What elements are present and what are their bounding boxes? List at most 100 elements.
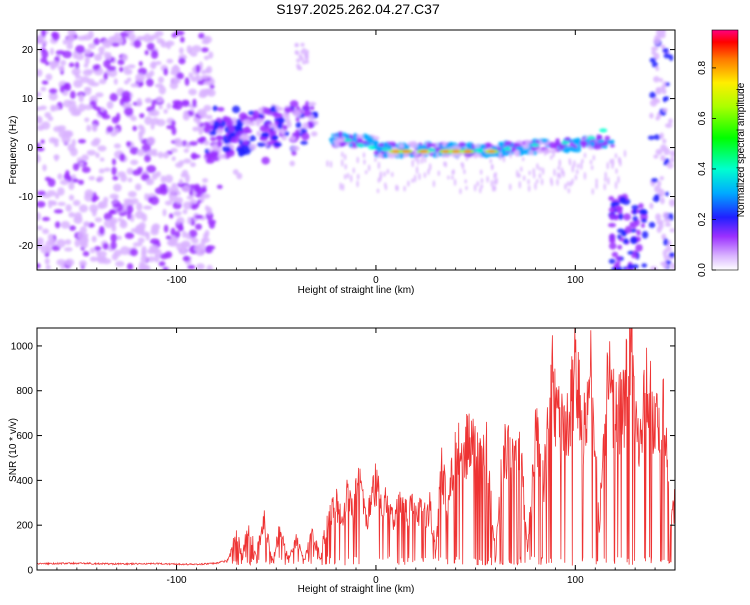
- spectrogram-cell: [103, 212, 113, 221]
- spectrogram-cell: [668, 118, 673, 124]
- spectrogram-cell: [182, 255, 190, 262]
- spectrogram-cell: [479, 187, 482, 194]
- spectrogram-cell: [437, 170, 441, 177]
- spectrogram-cell: [617, 244, 623, 250]
- spectrogram-cell: [221, 145, 231, 153]
- spectrogram-cell: [649, 112, 654, 119]
- spectrogram-cell: [573, 147, 582, 153]
- spectrogram-cell: [208, 221, 215, 229]
- spectrogram-cell: [421, 152, 424, 160]
- spectrogram-cell: [476, 181, 479, 187]
- spectrogram-cell: [260, 132, 270, 138]
- spectrogram-cell: [528, 149, 534, 156]
- spectrogram-cell: [664, 158, 670, 165]
- spectrogram-cell: [653, 134, 661, 140]
- spectrogram-cell: [465, 156, 469, 161]
- spectrogram-cell: [459, 188, 462, 195]
- spectrogram-cell: [232, 169, 239, 175]
- spectrogram-cell: [651, 46, 659, 51]
- spectrogram-cell: [590, 140, 595, 148]
- spectrogram-cell: [149, 61, 157, 69]
- spectrogram-cell: [124, 30, 135, 35]
- spectrogram-cell: [195, 64, 201, 74]
- spectrogram-cell: [615, 256, 622, 261]
- spectrogram-cell: [611, 162, 614, 170]
- spectrogram-cell: [68, 182, 75, 190]
- spectrogram-cell: [367, 145, 376, 150]
- spectrogram-cell: [576, 163, 580, 169]
- spectrogram-cell: [362, 152, 366, 158]
- spectrogram-cell: [518, 173, 521, 178]
- spectrogram-cell: [624, 225, 632, 234]
- spectrogram-cell: [111, 166, 117, 176]
- spectrogram-cell: [489, 158, 492, 164]
- spectrogram-cell: [111, 158, 117, 166]
- spectrogram-cell: [106, 101, 114, 109]
- spectrogram-cell: [41, 40, 48, 45]
- spectrogram-cell: [447, 141, 454, 148]
- spectrogram-cell: [37, 147, 45, 152]
- spectrogram-cell: [520, 166, 523, 172]
- spectrogram-cell: [352, 167, 355, 174]
- spectrogram-cell: [45, 264, 51, 270]
- spectrogram-cell: [574, 174, 578, 181]
- spectrogram-cell: [623, 213, 631, 221]
- spectrogram-cell: [516, 169, 519, 178]
- spectrogram-cell: [138, 132, 143, 142]
- spectrogram-cell: [42, 194, 51, 199]
- spectrogram-cell: [543, 149, 547, 157]
- spectrogram-cell: [102, 39, 112, 49]
- spectrogram-cell: [136, 149, 145, 157]
- spectrogram-cell: [163, 108, 168, 114]
- snr-y-tick-label: 800: [16, 386, 33, 397]
- spectrogram-cell: [157, 76, 165, 84]
- spectrogram-cell: [203, 80, 213, 86]
- spectrogram-cell: [37, 106, 43, 111]
- colorbar: 0.0 0.2 0.4 0.6 0.8 Normalized spectral ampl…: [697, 29, 747, 277]
- spectrogram-cell: [190, 76, 199, 83]
- spectrogram-cell: [284, 106, 293, 113]
- spectrogram-cell: [79, 226, 87, 235]
- spectrogram-cell: [201, 39, 209, 45]
- spectrogram-cell: [145, 150, 156, 156]
- spectrogram-cell: [179, 36, 185, 43]
- spectrogram-cell: [395, 184, 398, 191]
- spectrogram-cell: [183, 158, 192, 164]
- spectrogram-cell: [181, 230, 187, 239]
- spectrogram-cell: [156, 118, 166, 127]
- spectrogram-cell: [89, 204, 99, 213]
- spectrogram-cell: [157, 151, 164, 159]
- spectrogram-cell: [85, 69, 94, 74]
- spectrogram-cell: [168, 213, 174, 219]
- spectrogram-cell: [73, 79, 83, 88]
- spectrogram-cell: [550, 155, 553, 160]
- spectrogram-cell: [249, 135, 257, 142]
- spectrogram-cell: [576, 169, 579, 175]
- spectrogram-cell: [479, 169, 483, 175]
- spectrogram-cell: [598, 136, 603, 140]
- spectrogram-cell: [653, 37, 661, 45]
- spectrogram-cell: [72, 163, 80, 171]
- spectrogram-cell: [140, 266, 147, 270]
- spectrogram-cell: [55, 192, 60, 200]
- spectrogram-cell: [144, 50, 149, 56]
- spectrogram-cell: [118, 66, 124, 73]
- spectrogram-cell: [556, 172, 560, 178]
- spectrogram-cell: [603, 183, 606, 191]
- spectrogram-cell: [668, 252, 675, 258]
- spectrogram-cell: [663, 52, 671, 59]
- spectrogram-cell: [236, 172, 243, 180]
- spectrogram-cell: [428, 163, 432, 171]
- spectrogram-cell: [181, 246, 188, 255]
- spectrogram-cell: [451, 150, 460, 153]
- spectrogram-cell: [590, 165, 594, 171]
- spectrogram-cell: [566, 146, 575, 152]
- spectrogram-cell: [313, 111, 319, 119]
- spectrogram-cell: [658, 189, 665, 197]
- spectrogram-cell: [383, 142, 389, 148]
- spectrogram-cell: [631, 254, 638, 259]
- spectrogram-cell: [149, 196, 160, 205]
- spectrogram-cell: [71, 67, 81, 76]
- spectrogram-cell: [144, 154, 151, 163]
- spectrogram-cell: [419, 150, 428, 153]
